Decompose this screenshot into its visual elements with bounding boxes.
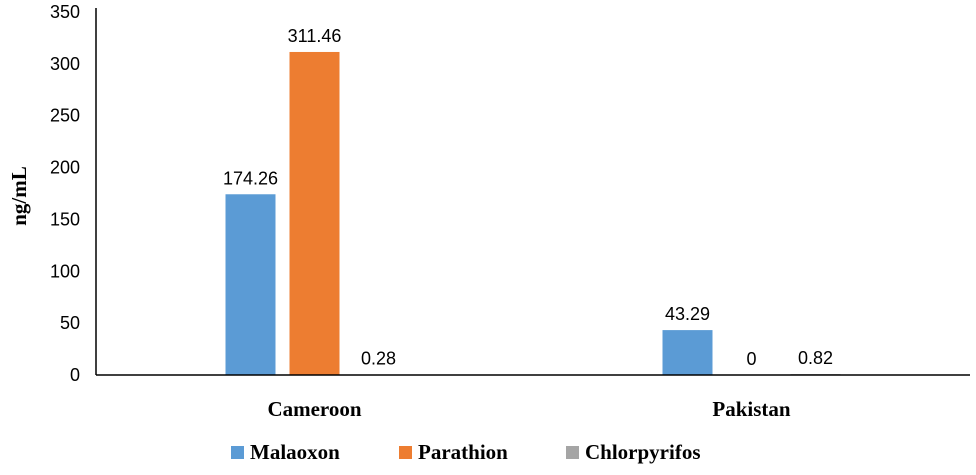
- legend-swatch-parathion: [399, 446, 412, 459]
- y-tick-label: 0: [70, 365, 80, 385]
- category-labels: Cameroon Pakistan: [267, 397, 790, 421]
- data-label: 311.46: [288, 26, 342, 46]
- data-label: 0.82: [798, 348, 833, 368]
- data-label: 0: [746, 349, 756, 369]
- data-label: 43.29: [665, 304, 710, 324]
- data-label: 0.28: [361, 349, 396, 369]
- legend-swatch-malaoxon: [231, 446, 244, 459]
- y-axis-title-group: ng/mL: [7, 166, 31, 226]
- y-axis-title: ng/mL: [7, 166, 31, 226]
- y-tick-label: 150: [50, 209, 80, 229]
- bar-malaoxon-pakistan: [662, 330, 713, 375]
- y-tick-label: 200: [50, 158, 80, 178]
- category-label: Pakistan: [712, 397, 791, 421]
- y-tick-label: 300: [50, 54, 80, 74]
- legend-label: Malaoxon: [250, 440, 340, 464]
- bars: [225, 51, 841, 375]
- bar-parathion-cameroon: [289, 51, 340, 375]
- bar-malaoxon-cameroon: [225, 194, 276, 375]
- y-tick-label: 250: [50, 106, 80, 126]
- y-tick-label: 350: [50, 2, 80, 22]
- axes: [95, 8, 970, 376]
- y-tick-label: 50: [60, 313, 80, 333]
- category-label: Cameroon: [267, 397, 361, 421]
- data-label: 174.26: [223, 168, 278, 188]
- legend-label: Parathion: [418, 440, 508, 464]
- legend-label: Chlorpyrifos: [585, 440, 701, 464]
- legend: Malaoxon Parathion Chlorpyrifos: [231, 440, 701, 464]
- legend-swatch-chlorpyrifos: [566, 446, 579, 459]
- data-labels: 174.26 311.46 0.28 43.29 0 0.82: [223, 26, 833, 369]
- y-tick-label: 100: [50, 261, 80, 281]
- y-axis-ticks: 0 50 100 150 200 250 300 350: [50, 2, 80, 385]
